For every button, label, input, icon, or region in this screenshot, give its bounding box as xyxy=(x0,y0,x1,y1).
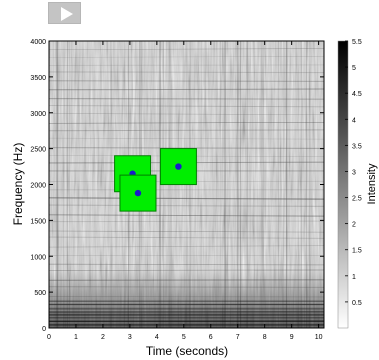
spectrogram-harmonic xyxy=(49,245,324,248)
colorbar-tick-label: 3.5 xyxy=(352,143,362,150)
x-tick-label: 2 xyxy=(101,334,105,341)
x-axis-label: Time (seconds) xyxy=(146,344,228,358)
spectrogram-harmonic xyxy=(49,236,324,239)
y-axis-label: Frequency (Hz) xyxy=(11,143,25,226)
spectrogram-harmonic xyxy=(49,204,324,207)
colorbar-tick-label: 1.5 xyxy=(352,248,362,255)
spectrogram-harmonic xyxy=(49,122,324,124)
marker-point[interactable] xyxy=(175,163,182,170)
y-tick-label: 4000 xyxy=(30,39,46,46)
colorbar-tick-label: 4.5 xyxy=(352,91,362,98)
spectrogram-harmonic xyxy=(49,263,324,266)
y-tick-label: 3500 xyxy=(30,75,46,82)
x-tick-label: 1 xyxy=(74,334,78,341)
y-tick-label: 2000 xyxy=(30,183,46,190)
spectrogram-harmonic xyxy=(49,88,324,91)
spectrogram-harmonic xyxy=(49,129,324,132)
x-tick-label: 9 xyxy=(290,334,294,341)
spectrogram-harmonic xyxy=(49,113,324,116)
spectrogram-harmonic xyxy=(49,214,324,217)
x-tick-label: 0 xyxy=(47,334,51,341)
x-tick-label: 7 xyxy=(236,334,240,341)
colorbar-tick-label: 3 xyxy=(352,169,356,176)
colorbar-tick-label: 1 xyxy=(352,274,356,281)
spectrogram-harmonic xyxy=(49,147,324,149)
spectrogram-harmonic xyxy=(49,56,324,58)
x-tick-label: 6 xyxy=(209,334,213,341)
spectrogram-harmonic xyxy=(49,137,324,140)
colorbar-label: Intensity xyxy=(366,163,378,204)
colorbar-tick-label: 5.5 xyxy=(352,39,362,46)
y-tick-label: 0 xyxy=(42,326,46,333)
colorbar-tick-label: 5 xyxy=(352,65,356,72)
spectrogram-harmonic xyxy=(49,220,324,223)
colorbar-tick-label: 4 xyxy=(352,117,356,124)
x-tick-label: 3 xyxy=(128,334,132,341)
colorbar-tick-label: 2 xyxy=(352,222,356,229)
y-tick-label: 500 xyxy=(34,290,46,297)
colorbar xyxy=(337,40,349,329)
spectrogram-harmonic xyxy=(49,80,324,82)
spectrogram-harmonic xyxy=(49,48,324,51)
spectrogram-harmonic xyxy=(49,230,324,233)
colorbar-tick-label: 2.5 xyxy=(352,196,362,203)
marker-point[interactable] xyxy=(134,189,142,197)
x-tick-label: 10 xyxy=(315,334,323,341)
play-icon xyxy=(61,7,73,21)
x-tick-label: 4 xyxy=(155,334,159,341)
spectrogram-harmonic xyxy=(49,71,324,74)
y-tick-label: 1500 xyxy=(30,218,46,225)
play-button[interactable] xyxy=(48,2,81,24)
spectrogram-harmonic xyxy=(49,105,324,108)
colorbar-tick-label: 0.5 xyxy=(352,300,362,307)
y-tick-label: 2500 xyxy=(30,147,46,154)
x-tick-label: 5 xyxy=(182,334,186,341)
x-tick-label: 8 xyxy=(263,334,267,341)
y-tick-label: 3000 xyxy=(30,111,46,118)
y-tick-label: 1000 xyxy=(30,254,46,261)
spectrogram-harmonic xyxy=(49,197,324,200)
